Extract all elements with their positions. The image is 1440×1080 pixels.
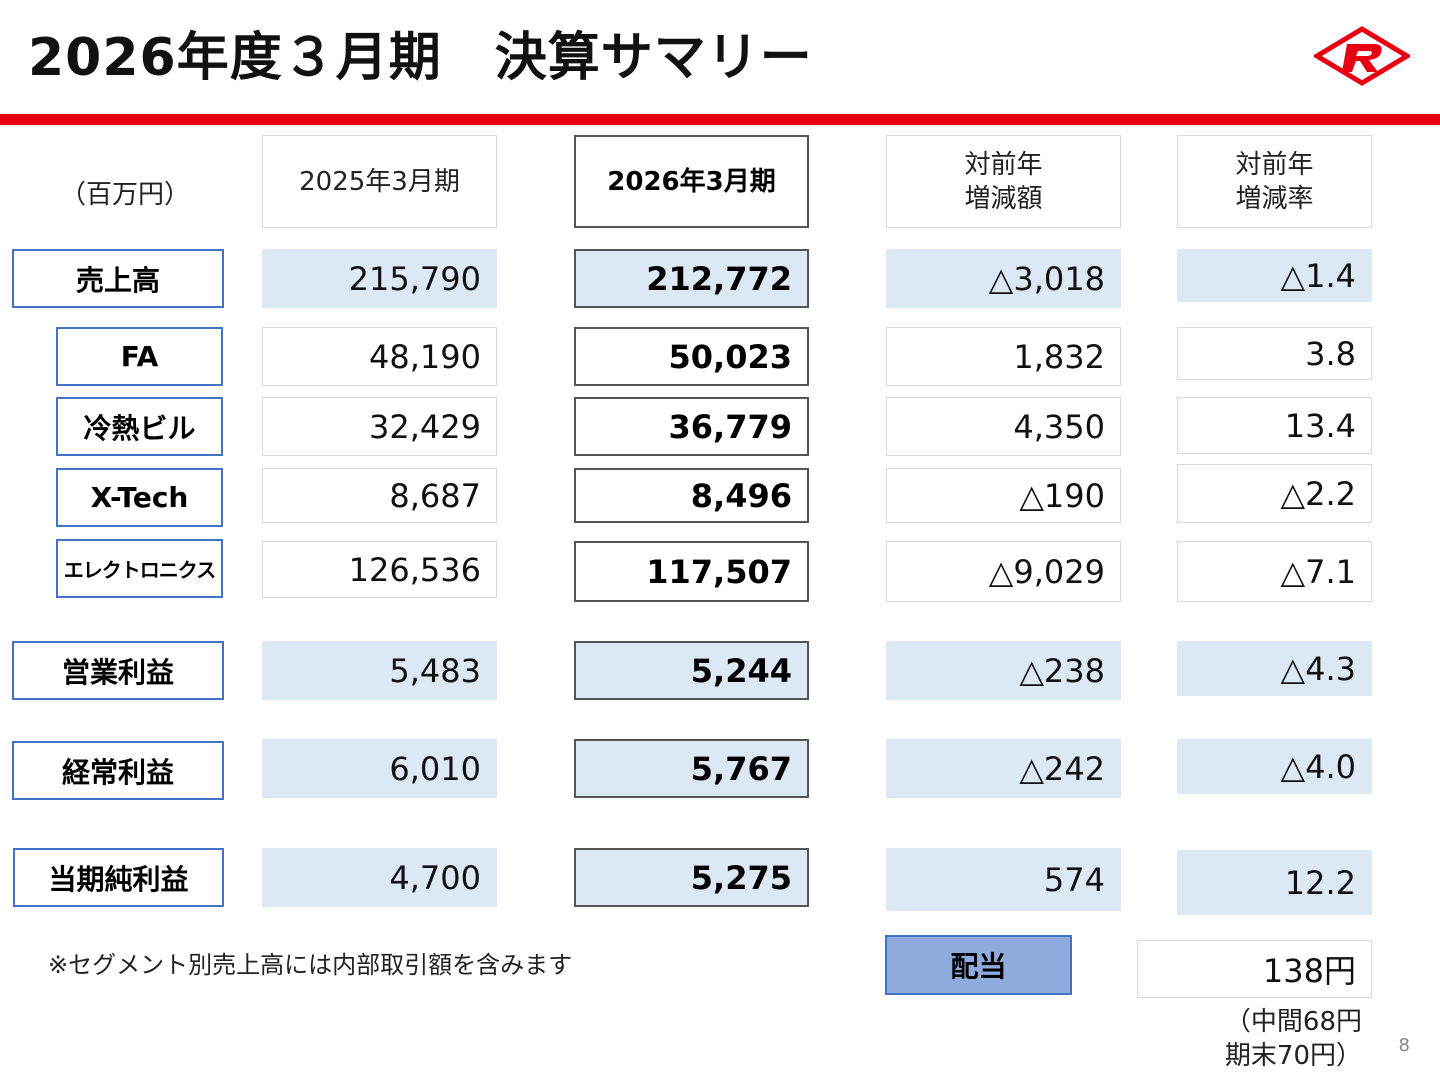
operating-income-cur: 5,244 [574, 641, 809, 700]
header-current-year: 2026年3月期 [574, 135, 809, 228]
x-tech-cur: 8,496 [574, 468, 809, 523]
row-label-cooling-building: 冷熱ビル [56, 397, 223, 456]
page-title: 2026年度３月期 決算サマリー [28, 28, 813, 88]
header-prev-year: 2025年3月期 [262, 135, 497, 228]
row-label-fa: FA [56, 327, 223, 386]
electronics-prev: 126,536 [262, 541, 497, 598]
net-sales-diff: △3,018 [886, 249, 1121, 308]
net-sales-rate: △1.4 [1177, 249, 1372, 302]
dividend-detail-year-end: 期末70円） [1224, 1041, 1362, 1071]
net-income-cur: 5,275 [574, 848, 809, 907]
operating-income-diff: △238 [886, 641, 1121, 700]
cooling-building-cur: 36,779 [574, 397, 809, 456]
fa-cur: 50,023 [574, 327, 809, 386]
ordinary-income-diff: △242 [886, 739, 1121, 798]
net-sales-prev: 215,790 [262, 249, 497, 308]
x-tech-prev: 8,687 [262, 468, 497, 523]
fa-prev: 48,190 [262, 327, 497, 386]
company-logo-icon [1314, 26, 1410, 86]
row-label-net-income: 当期純利益 [13, 848, 224, 907]
net-income-diff: 574 [886, 848, 1121, 911]
operating-income-rate: △4.3 [1177, 641, 1372, 696]
footnote: ※セグメント別売上高には内部取引額を含みます [48, 951, 573, 979]
dividend-value: 138円 [1137, 940, 1372, 998]
header-current-year-text: 2026年3月期 [607, 166, 776, 197]
net-income-rate: 12.2 [1177, 850, 1372, 915]
x-tech-rate: △2.2 [1177, 464, 1372, 523]
header-prev-year-text: 2025年3月期 [299, 166, 460, 197]
row-label-x-tech: X-Tech [56, 468, 223, 527]
cooling-building-rate: 13.4 [1177, 397, 1372, 454]
x-tech-diff: △190 [886, 468, 1121, 523]
dividend-label: 配当 [885, 935, 1072, 995]
cooling-building-diff: 4,350 [886, 397, 1121, 456]
header-yoy-change-line2: 増減額 [964, 183, 1043, 214]
fa-rate: 3.8 [1177, 327, 1372, 380]
header-yoy-rate-line2: 増減率 [1235, 183, 1314, 214]
electronics-cur: 117,507 [574, 541, 809, 602]
cooling-building-prev: 32,429 [262, 397, 497, 456]
row-label-net-sales: 売上高 [12, 249, 224, 308]
electronics-rate: △7.1 [1177, 541, 1372, 602]
ordinary-income-cur: 5,767 [574, 739, 809, 798]
row-label-electronics: エレクトロニクス [56, 539, 223, 598]
electronics-diff: △9,029 [886, 541, 1121, 602]
header-divider [0, 114, 1440, 125]
ordinary-income-prev: 6,010 [262, 739, 497, 798]
dividend-detail: （中間68円 期末70円） [1122, 1005, 1362, 1073]
page-number: 8 [1398, 1035, 1410, 1056]
header-yoy-change: 対前年 増減額 [886, 135, 1121, 228]
header-yoy-rate-line1: 対前年 [1235, 149, 1314, 180]
ordinary-income-rate: △4.0 [1177, 739, 1372, 794]
fa-diff: 1,832 [886, 327, 1121, 386]
unit-label: （百万円） [59, 180, 190, 210]
row-label-ordinary-income: 経常利益 [12, 741, 224, 800]
operating-income-prev: 5,483 [262, 641, 497, 700]
header-yoy-rate: 対前年 増減率 [1177, 135, 1372, 228]
row-label-operating-income: 営業利益 [12, 641, 224, 700]
net-sales-cur: 212,772 [574, 249, 809, 308]
header-yoy-change-line1: 対前年 [964, 149, 1043, 180]
net-income-prev: 4,700 [262, 848, 497, 907]
dividend-detail-interim: （中間68円 [1224, 1007, 1362, 1037]
